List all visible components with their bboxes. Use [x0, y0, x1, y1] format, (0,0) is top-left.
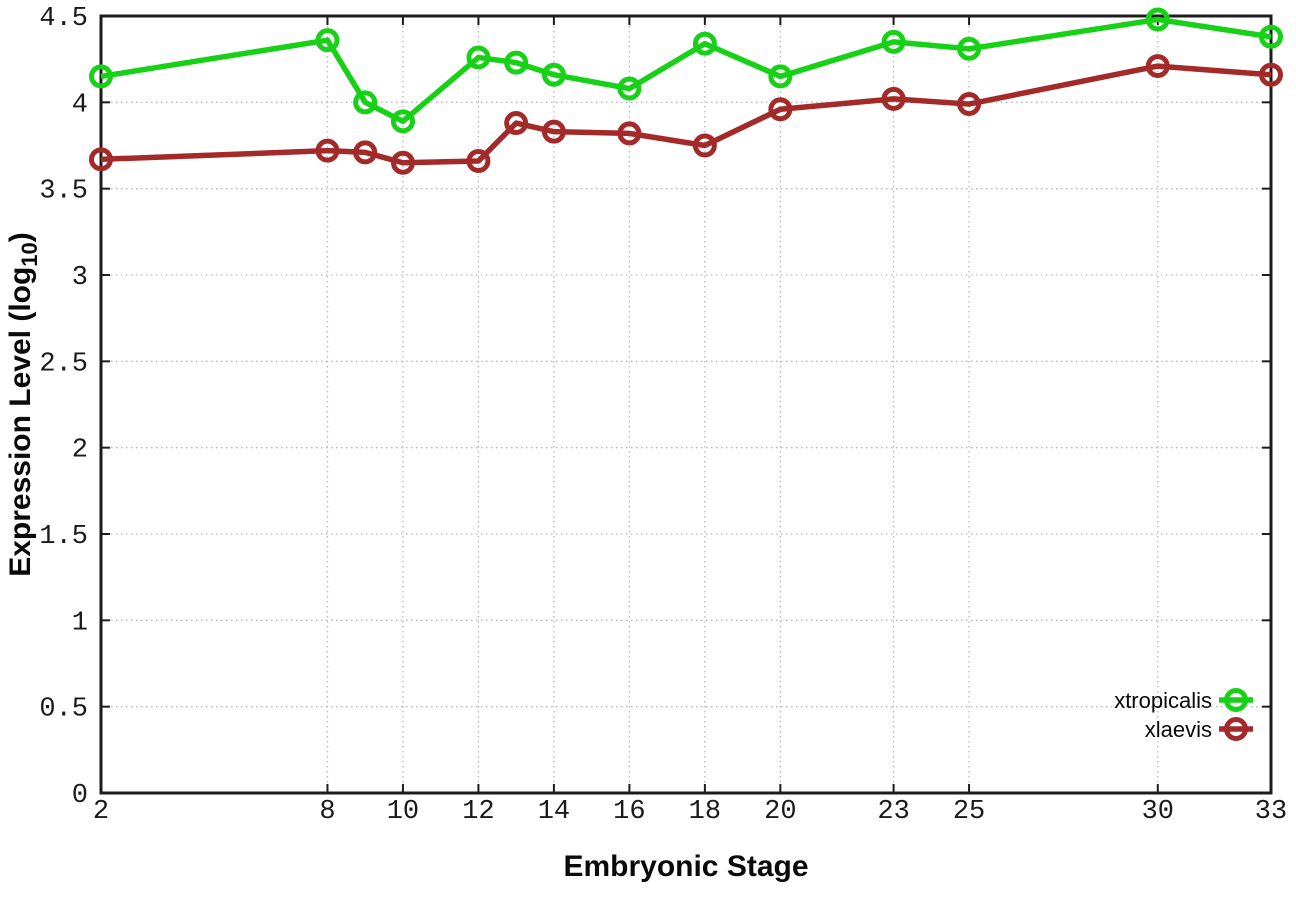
data-point-marker-xlaevis: [957, 92, 982, 117]
x-tick-label: 2: [93, 797, 109, 827]
plot-border: [99, 14, 1273, 795]
data-point-marker-xlaevis: [541, 119, 566, 144]
data-point-marker-xtropicalis: [692, 31, 717, 56]
data-point-marker-xlaevis: [881, 86, 906, 111]
data-point-marker-xlaevis: [504, 111, 529, 136]
data-point-marker-xtropicalis: [768, 64, 793, 89]
data-point-marker-xtropicalis: [957, 36, 982, 61]
y-tick-label: 2: [72, 436, 88, 466]
x-tick-label: 14: [538, 797, 570, 827]
data-point-marker-xlaevis: [353, 140, 378, 165]
x-tick-label: 23: [877, 797, 909, 827]
data-point-marker-xtropicalis: [315, 28, 340, 53]
x-tick-label: 16: [613, 797, 645, 827]
y-tick-label: 0.5: [39, 695, 88, 725]
x-tick-label: 25: [953, 797, 985, 827]
x-tick-label: 18: [689, 797, 721, 827]
data-point-marker-xlaevis: [315, 138, 340, 163]
legend-marker-xtropicalis: [1224, 688, 1248, 712]
y-tick-label: 0: [72, 781, 88, 811]
data-point-marker-xlaevis: [1259, 62, 1283, 87]
legend-label-xlaevis: xlaevis: [1145, 717, 1212, 742]
data-point-marker-xlaevis: [1145, 54, 1170, 79]
series-line-xtropicalis: [100, 16, 1272, 125]
data-point-marker-xlaevis: [617, 121, 642, 146]
x-tick-label: 10: [387, 797, 419, 827]
data-point-marker-xtropicalis: [1145, 7, 1170, 32]
data-point-marker-xtropicalis: [353, 90, 378, 115]
data-point-marker-xtropicalis: [504, 50, 529, 75]
data-point-marker-xtropicalis: [617, 76, 642, 101]
data-point-marker-xlaevis: [89, 147, 113, 172]
y-tick-label: 1: [72, 608, 88, 638]
y-tick-label: 3: [72, 263, 88, 293]
data-point-marker-xlaevis: [692, 133, 717, 158]
data-point-marker-xlaevis: [466, 149, 491, 174]
x-tick-label: 20: [764, 797, 796, 827]
y-tick-label: 1.5: [39, 522, 88, 552]
y-tick-label: 4.5: [39, 4, 88, 34]
y-tick-label: 3.5: [39, 177, 88, 207]
y-axis-title: Expression Level (log10): [4, 232, 42, 577]
series-line-xlaevis: [100, 63, 1272, 166]
data-point-marker-xtropicalis: [390, 109, 415, 134]
x-tick-label: 12: [462, 797, 494, 827]
data-point-marker-xtropicalis: [1259, 24, 1283, 49]
data-point-marker-xlaevis: [390, 150, 415, 175]
x-tick-label: 8: [319, 797, 335, 827]
data-point-marker-xtropicalis: [881, 29, 906, 54]
legend-marker-xlaevis: [1224, 717, 1248, 741]
x-tick-label: 33: [1255, 797, 1287, 827]
data-point-marker-xtropicalis: [541, 62, 566, 87]
data-point-marker-xlaevis: [768, 97, 793, 122]
y-tick-label: 2.5: [39, 349, 88, 379]
data-point-marker-xtropicalis: [89, 64, 113, 89]
x-tick-label: 30: [1142, 797, 1174, 827]
legend-label-xtropicalis: xtropicalis: [1114, 688, 1212, 713]
y-tick-label: 4: [72, 90, 88, 120]
x-axis-title: Embryonic Stage: [563, 850, 808, 883]
data-point-marker-xtropicalis: [466, 45, 491, 70]
